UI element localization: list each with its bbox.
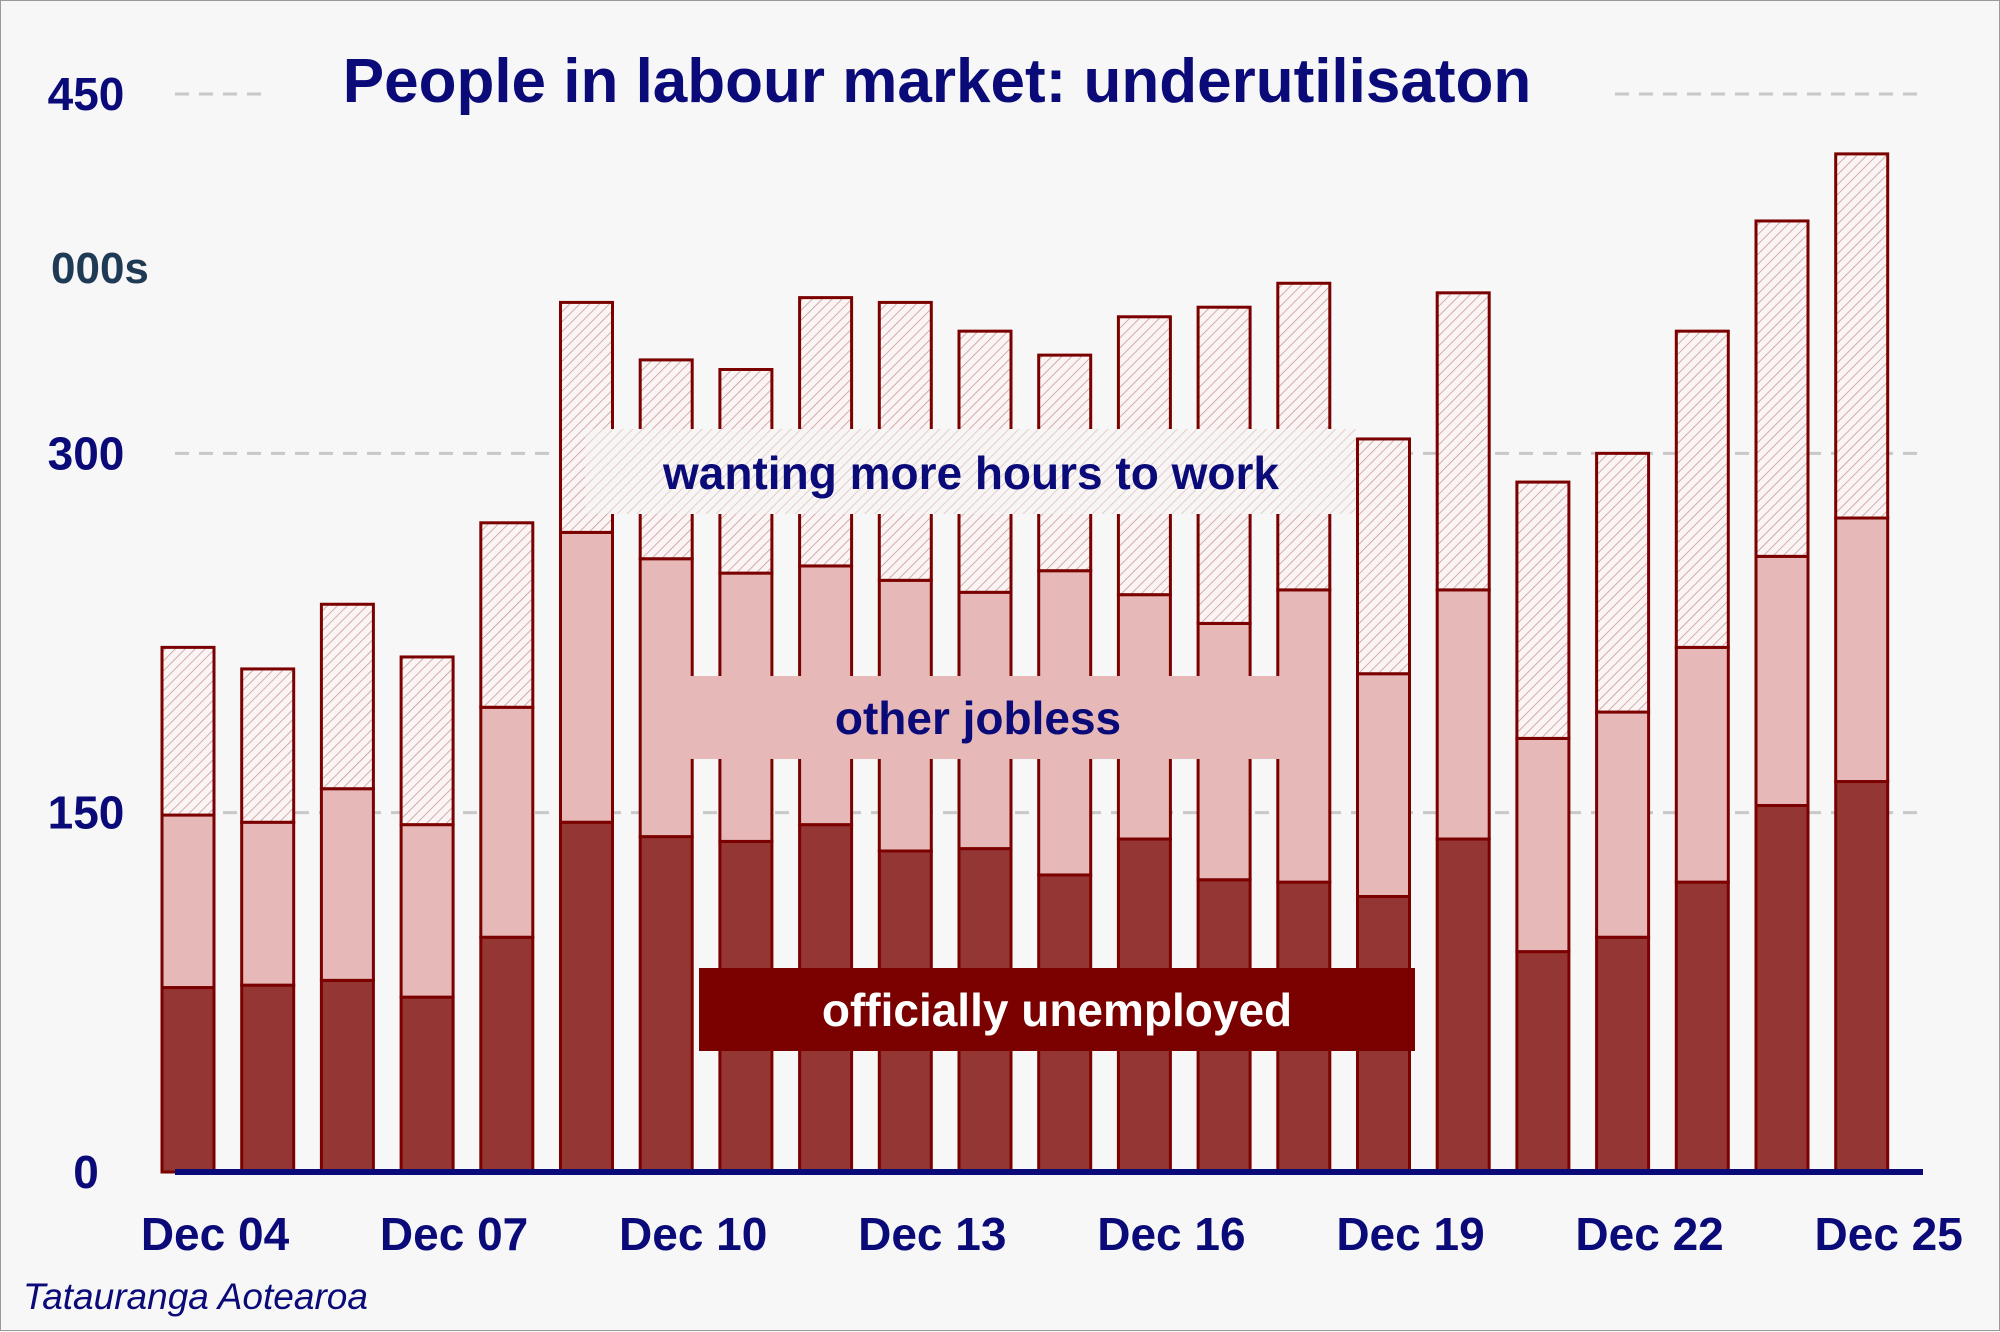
bar-officially-unemployed-dec-08 bbox=[479, 935, 535, 1174]
bar-officially-unemployed-dec-25 bbox=[1834, 780, 1890, 1174]
bar-officially-unemployed-dec-23 bbox=[1674, 880, 1730, 1174]
bar-officially-unemployed-dec-06 bbox=[319, 978, 375, 1174]
legend-text-other-jobless: other jobless bbox=[835, 692, 1121, 744]
bar-officially-unemployed-dec-07 bbox=[399, 995, 455, 1174]
bar-other-jobless-dec-04 bbox=[160, 813, 216, 990]
x-tick-label-dec-19: Dec 19 bbox=[1336, 1208, 1484, 1260]
bar-wanting-more-hours-dec-04 bbox=[160, 645, 216, 817]
bar-wanting-more-hours-dec-05 bbox=[240, 667, 296, 824]
x-tick-label-dec-04: Dec 04 bbox=[141, 1208, 290, 1260]
title-backdrop bbox=[268, 51, 1607, 131]
bar-wanting-more-hours-dec-06 bbox=[319, 602, 375, 791]
bar-other-jobless-dec-22 bbox=[1595, 710, 1651, 939]
legend-swatch-officially-unemployed bbox=[699, 968, 1415, 1051]
x-axis-ticks: Dec 04 Dec 07 Dec 10 Dec 13 Dec 16 Dec 19 Dec … bbox=[141, 1208, 1963, 1260]
bar-officially-unemployed-dec-05 bbox=[240, 983, 296, 1174]
y-axis-ticks: 0 150 300 450 bbox=[48, 68, 125, 1198]
bar-wanting-more-hours-dec-20 bbox=[1435, 291, 1491, 592]
x-tick-label-dec-07: Dec 07 bbox=[380, 1208, 528, 1260]
bar-other-jobless-dec-09 bbox=[559, 530, 614, 824]
bar-officially-unemployed-dec-04 bbox=[160, 986, 216, 1174]
x-tick-label-dec-25: Dec 25 bbox=[1815, 1208, 1963, 1260]
legend-swatch-wanting-more-hours bbox=[585, 429, 1356, 514]
bar-other-jobless-dec-05 bbox=[240, 820, 296, 987]
bar-wanting-more-hours-dec-22 bbox=[1595, 451, 1651, 714]
legend-text-wanting-more-hours: wanting more hours to work bbox=[662, 447, 1279, 499]
y-tick-label-0: 0 bbox=[73, 1146, 99, 1198]
bar-other-jobless-dec-20 bbox=[1435, 588, 1491, 841]
x-tick-label-dec-13: Dec 13 bbox=[858, 1208, 1006, 1260]
bar-other-jobless-dec-25 bbox=[1834, 516, 1890, 784]
bar-officially-unemployed-dec-21 bbox=[1515, 950, 1571, 1174]
bar-other-jobless-dec-08 bbox=[479, 705, 535, 939]
x-tick-label-dec-22: Dec 22 bbox=[1575, 1208, 1723, 1260]
bar-officially-unemployed-dec-20 bbox=[1435, 837, 1491, 1174]
bar-wanting-more-hours-dec-08 bbox=[479, 521, 535, 709]
bar-wanting-more-hours-dec-24 bbox=[1754, 219, 1810, 558]
bar-other-jobless-dec-23 bbox=[1674, 645, 1730, 884]
y-axis-label: 000s bbox=[51, 244, 149, 293]
bar-other-jobless-dec-24 bbox=[1754, 554, 1810, 807]
source-credit: Tatauranga Aotearoa bbox=[23, 1276, 368, 1317]
x-tick-label-dec-10: Dec 10 bbox=[619, 1208, 767, 1260]
bar-officially-unemployed-dec-24 bbox=[1754, 803, 1810, 1174]
bar-officially-unemployed-dec-09 bbox=[559, 820, 614, 1174]
bar-wanting-more-hours-dec-21 bbox=[1515, 480, 1571, 740]
bar-wanting-more-hours-dec-19 bbox=[1356, 437, 1411, 676]
bar-officially-unemployed-dec-22 bbox=[1595, 935, 1651, 1174]
bar-officially-unemployed-dec-10 bbox=[638, 835, 694, 1174]
bar-wanting-more-hours-dec-07 bbox=[399, 655, 455, 827]
bar-other-jobless-dec-19 bbox=[1356, 672, 1411, 899]
bar-other-jobless-dec-21 bbox=[1515, 736, 1571, 954]
bar-other-jobless-dec-07 bbox=[399, 823, 455, 999]
bar-wanting-more-hours-dec-23 bbox=[1674, 329, 1730, 649]
legend-text-officially-unemployed: officially unemployed bbox=[822, 984, 1292, 1036]
legend-label-wanting-more-hours: wanting more hours to work bbox=[585, 429, 1356, 514]
x-tick-label-dec-16: Dec 16 bbox=[1097, 1208, 1245, 1260]
bar-wanting-more-hours-dec-25 bbox=[1834, 152, 1890, 520]
chart-title: People in labour market: underutilisaton bbox=[343, 47, 1532, 116]
legend-swatch-veil bbox=[585, 429, 1356, 514]
legend-swatch-other-jobless bbox=[649, 676, 1307, 759]
legend-label-officially-unemployed: officially unemployed bbox=[699, 968, 1415, 1051]
legend-label-other-jobless: other jobless bbox=[649, 676, 1307, 759]
y-tick-label-300: 300 bbox=[48, 427, 125, 479]
bar-other-jobless-dec-06 bbox=[319, 787, 375, 982]
y-tick-label-450: 450 bbox=[48, 68, 125, 120]
y-tick-label-150: 150 bbox=[48, 787, 125, 839]
